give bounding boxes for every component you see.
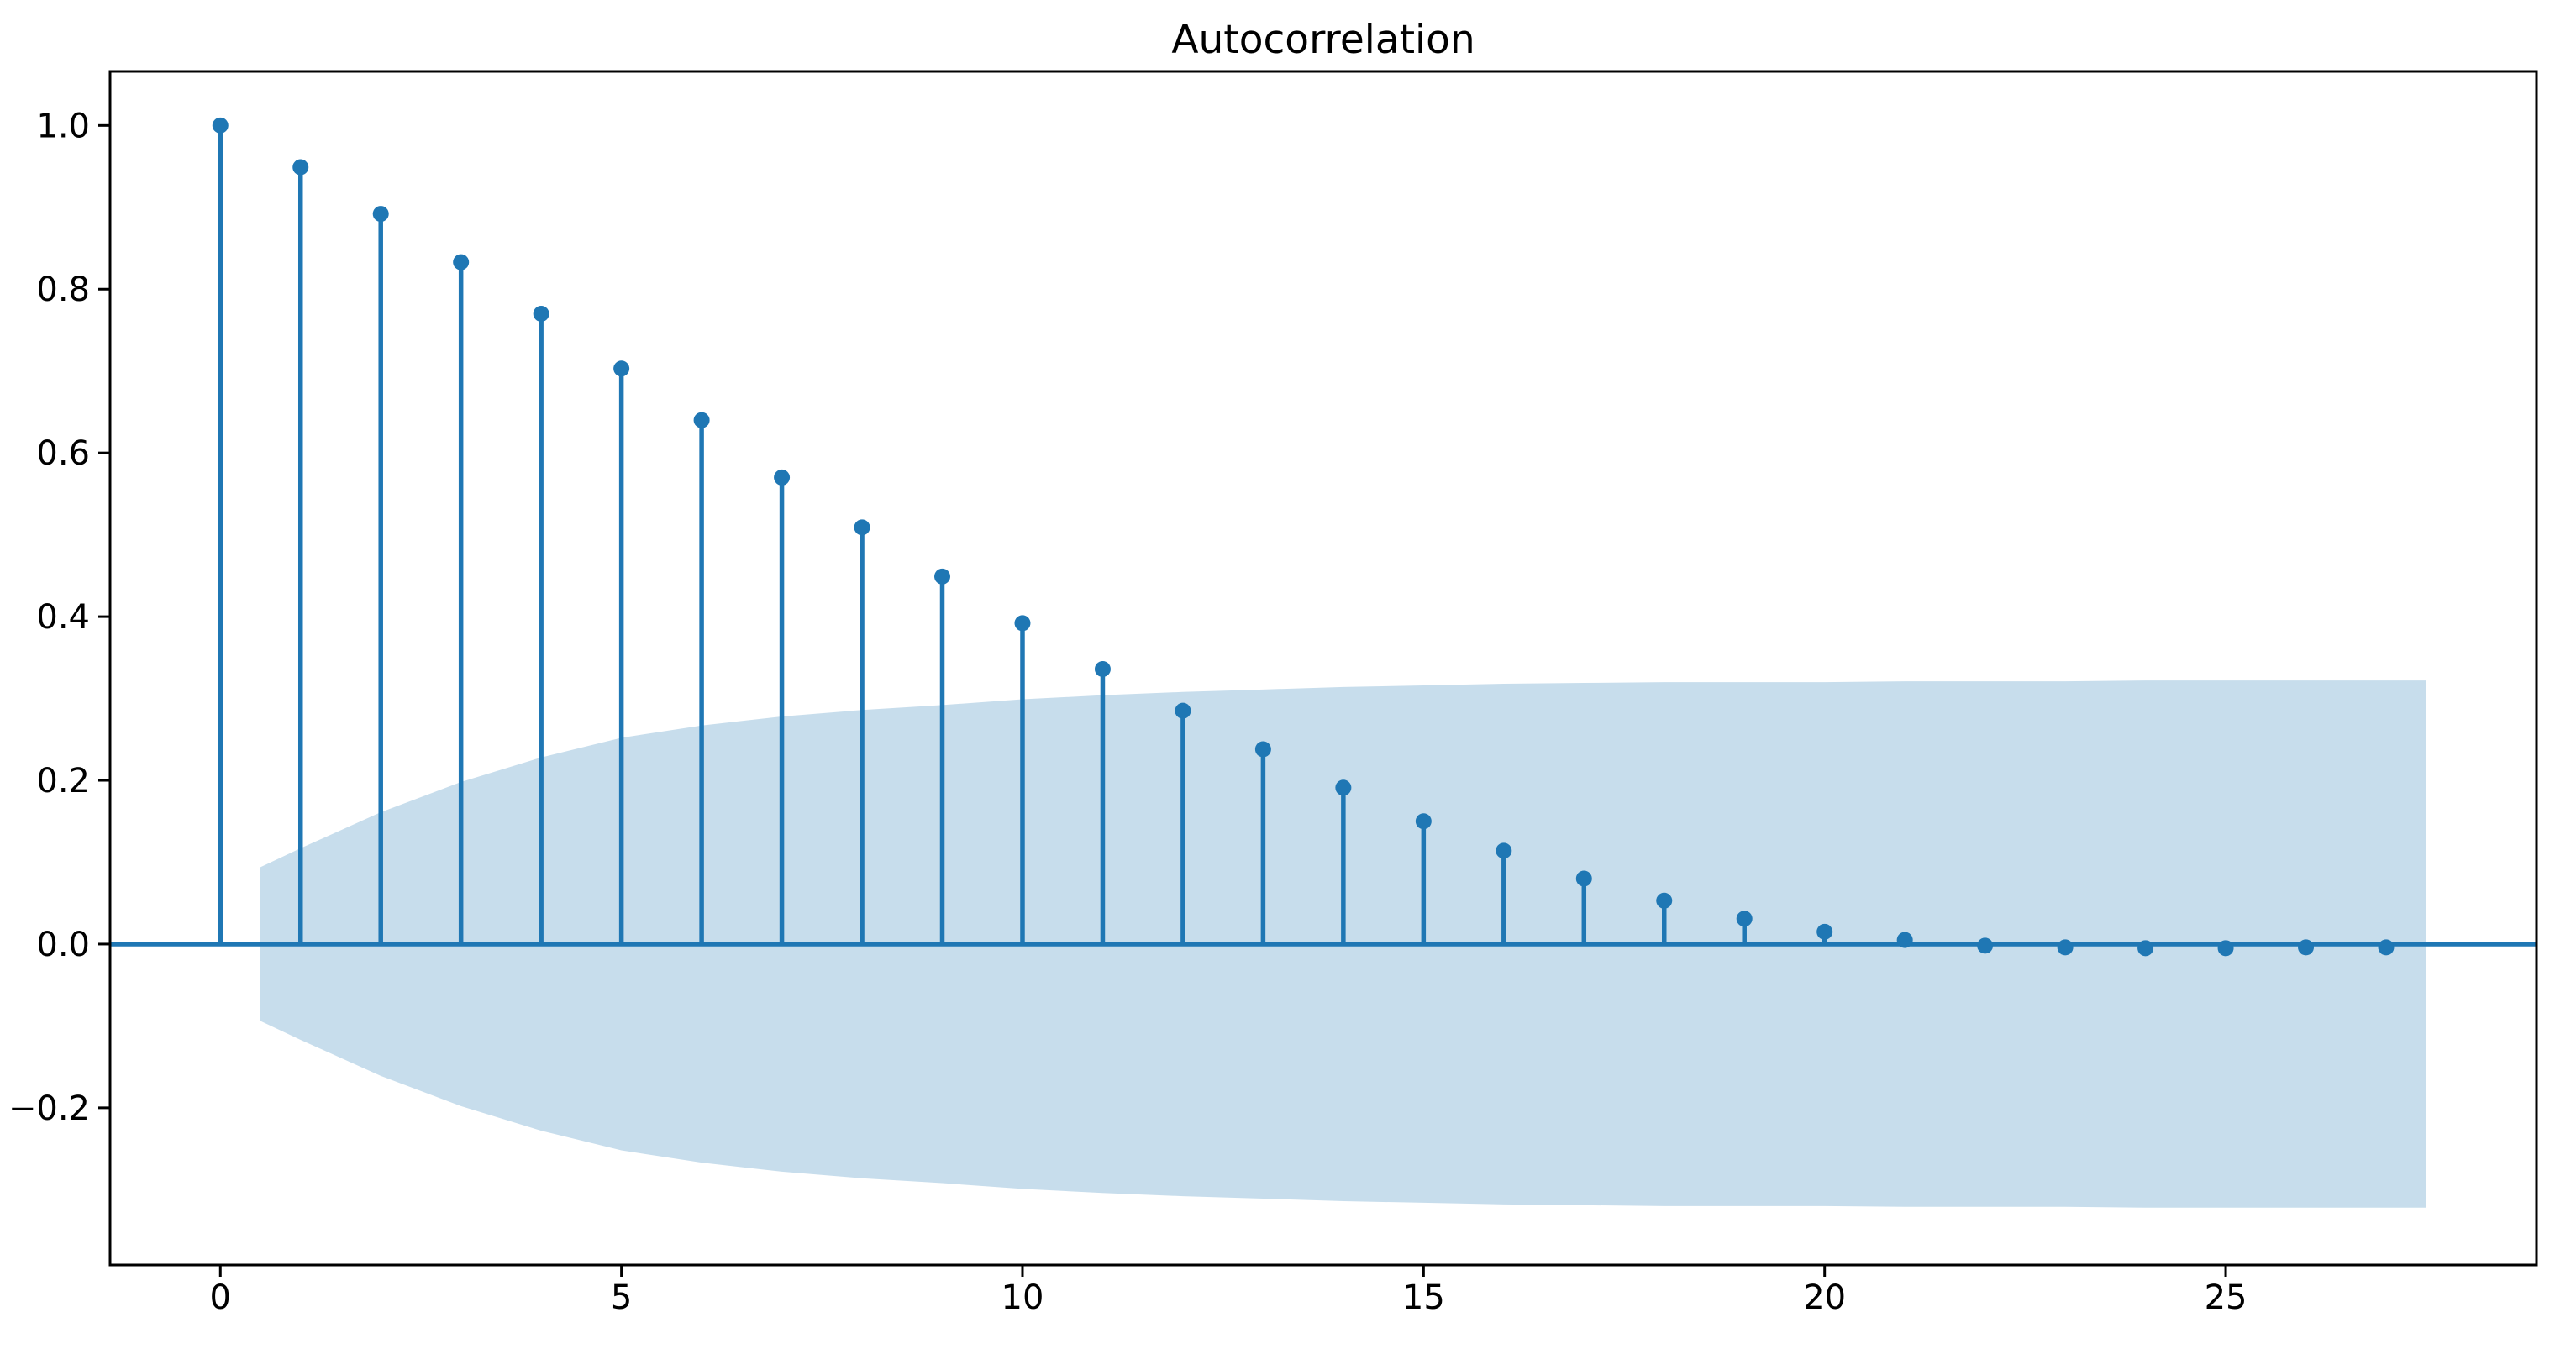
y-tick-label: 0.2 (36, 762, 90, 800)
acf-marker (1736, 911, 1753, 927)
acf-marker (533, 305, 549, 322)
y-tick-label: 0.4 (36, 598, 90, 637)
y-tick-label: 1.0 (36, 107, 90, 145)
acf-marker (1496, 842, 1512, 859)
acf-marker (372, 206, 389, 223)
acf-marker (292, 159, 309, 176)
acf-marker (1094, 660, 1111, 677)
acf-marker (2057, 939, 2074, 956)
acf-marker (1175, 702, 1191, 719)
acf-marker (2298, 939, 2315, 956)
acf-marker (1896, 932, 1913, 948)
acf-marker (934, 568, 951, 585)
y-tick-label: −0.2 (8, 1089, 90, 1128)
acf-marker (1575, 870, 1592, 887)
acf-marker (1254, 741, 1271, 758)
x-tick-label: 20 (1803, 1278, 1846, 1317)
acf-marker (2137, 940, 2154, 957)
acf-marker (774, 469, 791, 486)
axes-spines (108, 70, 2538, 1267)
acf-marker (2378, 939, 2395, 956)
x-tick-label: 25 (2205, 1278, 2247, 1317)
acf-marker (1977, 937, 1994, 954)
y-tick-label: 0.6 (36, 434, 90, 473)
x-tick-label: 5 (611, 1278, 632, 1317)
acf-marker (2217, 940, 2234, 957)
marker-layer (212, 117, 2395, 957)
stem-layer (218, 125, 2389, 948)
acf-marker (1816, 923, 1833, 940)
axes-layer (98, 70, 2538, 1277)
y-tick-label: 0.0 (36, 926, 90, 964)
acf-marker (613, 360, 630, 377)
chart-title: Autocorrelation (1171, 17, 1475, 63)
acf-marker (1335, 779, 1352, 796)
tick-label-layer: 0 5 10 15 20 25 −0.2 0.0 0.2 0.4 0.6 0.8 1.0 (8, 107, 2247, 1317)
acf-marker (693, 412, 710, 428)
acf-marker (212, 117, 229, 134)
x-tick-label: 0 (210, 1278, 231, 1317)
x-tick-label: 15 (1402, 1278, 1445, 1317)
y-tick-label: 0.8 (36, 270, 90, 309)
acf-marker (854, 519, 870, 536)
acf-marker (1415, 813, 1432, 830)
acf-marker (1656, 892, 1673, 909)
acf-marker (453, 254, 470, 270)
x-tick-label: 10 (1001, 1278, 1044, 1317)
acf-marker (1014, 615, 1031, 632)
